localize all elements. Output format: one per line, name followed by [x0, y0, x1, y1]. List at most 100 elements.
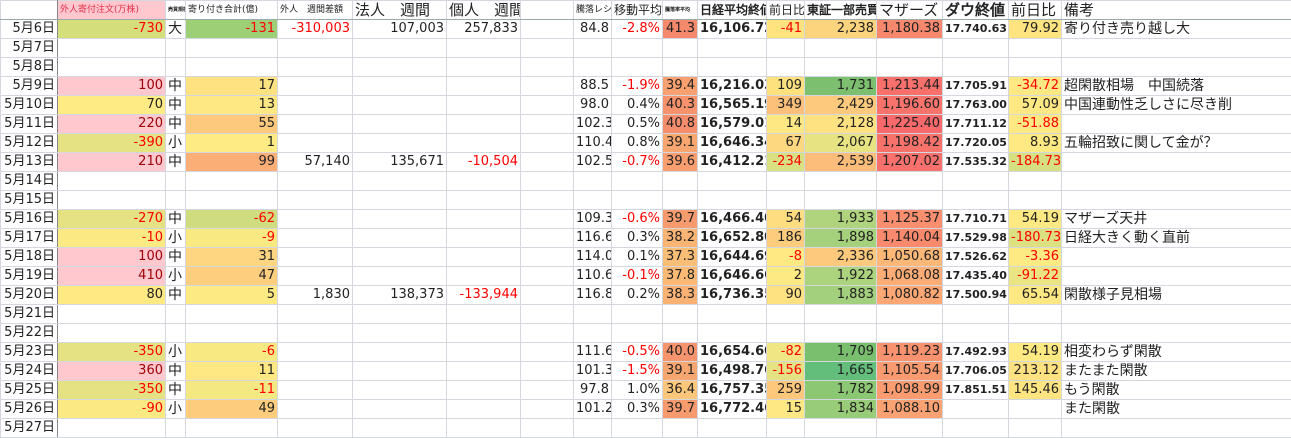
cell-tse1-volume[interactable]: 1,665 — [805, 362, 877, 381]
column-header-foreign-weekly-diff[interactable]: 外人 週間差額 — [278, 1, 353, 20]
cell-blank[interactable] — [521, 381, 574, 400]
column-header-moving-average[interactable]: 移動平均 — [612, 1, 663, 20]
cell-nikkei-change[interactable] — [767, 324, 805, 343]
cell-nikkei-change[interactable] — [767, 39, 805, 58]
cell-rise-fall-avg[interactable]: 40.3 — [663, 96, 698, 115]
cell-corporate-weekly[interactable] — [353, 39, 447, 58]
cell-rise-fall-avg[interactable]: 39.7 — [663, 400, 698, 419]
cell-date[interactable]: 5月13日 — [1, 153, 58, 172]
cell-rise-fall-avg[interactable]: 39.4 — [663, 77, 698, 96]
cell-foreign-weekly-diff[interactable] — [278, 343, 353, 362]
cell-individual-weekly[interactable] — [447, 172, 521, 191]
cell-individual-weekly[interactable] — [447, 248, 521, 267]
cell-moving-average[interactable] — [612, 39, 663, 58]
cell-advance-decline-ratio[interactable]: 116.8 — [574, 286, 612, 305]
cell-advance-decline-ratio[interactable]: 109.3 — [574, 210, 612, 229]
cell-volume-size[interactable] — [166, 58, 186, 77]
cell-mothers[interactable]: 1,213.44 — [877, 77, 943, 96]
cell-opening-total[interactable] — [186, 39, 278, 58]
cell-rise-fall-avg[interactable]: 40.8 — [663, 115, 698, 134]
cell-foreign-opening-orders[interactable] — [58, 324, 166, 343]
cell-tse1-volume[interactable] — [805, 324, 877, 343]
cell-notes[interactable]: 相変わらず閑散 — [1062, 343, 1291, 362]
cell-blank[interactable] — [521, 191, 574, 210]
cell-opening-total[interactable]: -6 — [186, 343, 278, 362]
cell-individual-weekly[interactable] — [447, 77, 521, 96]
column-header-blank[interactable] — [521, 1, 574, 20]
column-header-dow-close[interactable]: ダウ終値 — [943, 1, 1009, 20]
cell-individual-weekly[interactable] — [447, 229, 521, 248]
cell-date[interactable]: 5月12日 — [1, 134, 58, 153]
cell-rise-fall-avg[interactable]: 38.2 — [663, 229, 698, 248]
cell-tse1-volume[interactable] — [805, 39, 877, 58]
cell-nikkei-change[interactable]: 109 — [767, 77, 805, 96]
cell-rise-fall-avg[interactable]: 39.6 — [663, 153, 698, 172]
cell-advance-decline-ratio[interactable] — [574, 58, 612, 77]
cell-foreign-weekly-diff[interactable] — [278, 381, 353, 400]
cell-mothers[interactable]: 1,198.42 — [877, 134, 943, 153]
cell-rise-fall-avg[interactable]: 38.3 — [663, 286, 698, 305]
cell-rise-fall-avg[interactable]: 41.3 — [663, 20, 698, 39]
cell-corporate-weekly[interactable] — [353, 229, 447, 248]
cell-dow-close[interactable]: 17.740.63 — [943, 20, 1009, 39]
column-header-notes[interactable]: 備考 — [1062, 1, 1291, 20]
cell-dow-change[interactable]: 54.19 — [1009, 210, 1062, 229]
cell-corporate-weekly[interactable] — [353, 134, 447, 153]
cell-foreign-weekly-diff[interactable] — [278, 248, 353, 267]
cell-date[interactable]: 5月26日 — [1, 400, 58, 419]
cell-foreign-opening-orders[interactable]: -350 — [58, 381, 166, 400]
cell-date[interactable]: 5月10日 — [1, 96, 58, 115]
cell-dow-change[interactable]: 145.46 — [1009, 381, 1062, 400]
cell-tse1-volume[interactable]: 1,933 — [805, 210, 877, 229]
cell-foreign-weekly-diff[interactable] — [278, 58, 353, 77]
cell-date[interactable]: 5月19日 — [1, 267, 58, 286]
cell-advance-decline-ratio[interactable] — [574, 324, 612, 343]
cell-foreign-weekly-diff[interactable] — [278, 400, 353, 419]
cell-mothers[interactable]: 1,068.08 — [877, 267, 943, 286]
cell-volume-size[interactable]: 中 — [166, 286, 186, 305]
cell-opening-total[interactable]: 47 — [186, 267, 278, 286]
cell-nikkei-close[interactable]: 16,644.69 — [698, 248, 767, 267]
cell-volume-size[interactable]: 中 — [166, 96, 186, 115]
cell-advance-decline-ratio[interactable]: 84.8 — [574, 20, 612, 39]
cell-dow-close[interactable]: 17.720.05 — [943, 134, 1009, 153]
cell-dow-change[interactable]: -3.36 — [1009, 248, 1062, 267]
cell-notes[interactable] — [1062, 39, 1291, 58]
cell-dow-close[interactable]: 17.706.05 — [943, 362, 1009, 381]
cell-date[interactable]: 5月11日 — [1, 115, 58, 134]
cell-dow-change[interactable]: 8.93 — [1009, 134, 1062, 153]
cell-foreign-opening-orders[interactable]: -730 — [58, 20, 166, 39]
cell-blank[interactable] — [521, 362, 574, 381]
cell-foreign-opening-orders[interactable] — [58, 305, 166, 324]
cell-advance-decline-ratio[interactable]: 97.8 — [574, 381, 612, 400]
cell-individual-weekly[interactable] — [447, 115, 521, 134]
cell-nikkei-change[interactable]: 15 — [767, 400, 805, 419]
cell-advance-decline-ratio[interactable]: 101.2 — [574, 400, 612, 419]
cell-nikkei-change[interactable]: -156 — [767, 362, 805, 381]
cell-opening-total[interactable] — [186, 191, 278, 210]
cell-tse1-volume[interactable]: 1,709 — [805, 343, 877, 362]
cell-notes[interactable]: またまた閑散 — [1062, 362, 1291, 381]
cell-blank[interactable] — [521, 134, 574, 153]
cell-moving-average[interactable]: 0.4% — [612, 96, 663, 115]
cell-dow-change[interactable]: -91.22 — [1009, 267, 1062, 286]
cell-date[interactable]: 5月23日 — [1, 343, 58, 362]
cell-nikkei-close[interactable]: 16,466.40 — [698, 210, 767, 229]
cell-dow-close[interactable]: 17.851.51 — [943, 381, 1009, 400]
cell-dow-change[interactable]: 79.92 — [1009, 20, 1062, 39]
cell-foreign-opening-orders[interactable] — [58, 58, 166, 77]
cell-volume-size[interactable]: 大 — [166, 20, 186, 39]
cell-tse1-volume[interactable]: 2,128 — [805, 115, 877, 134]
cell-individual-weekly[interactable] — [447, 305, 521, 324]
cell-foreign-opening-orders[interactable]: 220 — [58, 115, 166, 134]
cell-mothers[interactable]: 1,180.38 — [877, 20, 943, 39]
cell-foreign-weekly-diff[interactable] — [278, 362, 353, 381]
cell-corporate-weekly[interactable] — [353, 343, 447, 362]
cell-dow-close[interactable]: 17.710.71 — [943, 210, 1009, 229]
cell-advance-decline-ratio[interactable]: 110.4 — [574, 134, 612, 153]
cell-individual-weekly[interactable] — [447, 400, 521, 419]
cell-nikkei-close[interactable]: 16,216.03 — [698, 77, 767, 96]
cell-nikkei-close[interactable]: 16,646.66 — [698, 267, 767, 286]
cell-corporate-weekly[interactable] — [353, 381, 447, 400]
cell-nikkei-close[interactable] — [698, 172, 767, 191]
